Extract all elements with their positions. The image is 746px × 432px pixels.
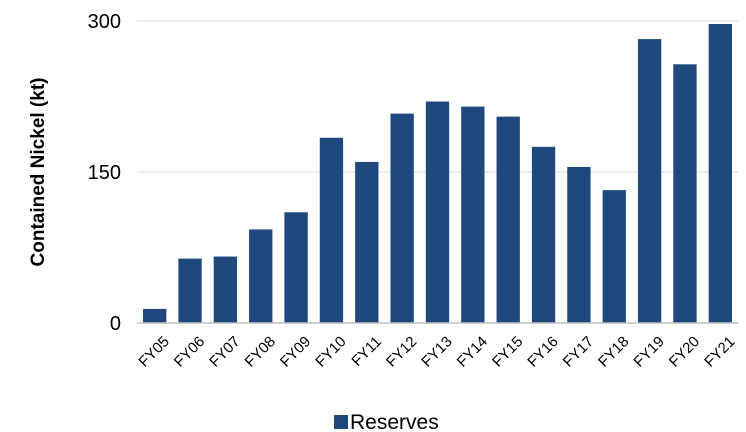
bar-fy19 bbox=[637, 39, 662, 324]
bar-fy17 bbox=[567, 166, 591, 323]
bar-fy09 bbox=[284, 212, 308, 323]
x-tick-label: FY20 bbox=[666, 333, 703, 370]
y-axis-title: Contained Nickel (kt) bbox=[28, 78, 49, 267]
y-tick-labels: 0 150 300 bbox=[88, 11, 121, 335]
x-tick-label: FY13 bbox=[418, 333, 455, 370]
x-tick-label: FY11 bbox=[348, 333, 385, 370]
bar-fy21 bbox=[708, 24, 732, 324]
bar-fy14 bbox=[461, 106, 485, 323]
bar-fy10 bbox=[319, 137, 344, 323]
x-tick-labels: FY05FY06FY07FY08FY09FY10FY11FY12FY13FY14… bbox=[135, 333, 738, 370]
y-tick-label: 0 bbox=[110, 313, 121, 335]
x-tick-label: FY10 bbox=[312, 333, 349, 370]
bar-fy07 bbox=[213, 256, 238, 323]
bar-fy11 bbox=[355, 161, 379, 323]
bar-fy13 bbox=[425, 101, 450, 323]
bar-fy05 bbox=[143, 308, 167, 323]
x-tick-label: FY18 bbox=[595, 333, 632, 370]
x-tick-label: FY12 bbox=[383, 333, 420, 370]
x-tick-label: FY17 bbox=[560, 333, 597, 370]
bar-fy06 bbox=[178, 258, 202, 323]
legend-label: Reserves bbox=[350, 411, 439, 432]
bar-fy12 bbox=[390, 113, 414, 323]
x-tick-label: FY09 bbox=[277, 333, 314, 370]
x-tick-label: FY05 bbox=[135, 333, 172, 370]
bar-fy20 bbox=[673, 64, 697, 323]
bar-fy15 bbox=[496, 116, 520, 323]
bar-fy08 bbox=[249, 229, 273, 323]
x-tick-label: FY16 bbox=[524, 333, 561, 370]
x-tick-label: FY08 bbox=[242, 333, 279, 370]
bar-fy16 bbox=[531, 146, 556, 323]
x-tick-label: FY21 bbox=[701, 333, 738, 370]
y-tick-label: 300 bbox=[88, 11, 121, 33]
bars bbox=[143, 24, 732, 324]
x-tick-label: FY07 bbox=[206, 333, 243, 370]
legend: Reserves bbox=[334, 411, 439, 432]
legend-swatch bbox=[334, 415, 348, 429]
x-tick-label: FY06 bbox=[171, 333, 208, 370]
bar-fy18 bbox=[602, 190, 626, 323]
x-tick-label: FY15 bbox=[489, 333, 526, 370]
x-tick-label: FY19 bbox=[630, 333, 667, 370]
y-tick-label: 150 bbox=[88, 162, 121, 184]
x-tick-label: FY14 bbox=[454, 333, 491, 370]
